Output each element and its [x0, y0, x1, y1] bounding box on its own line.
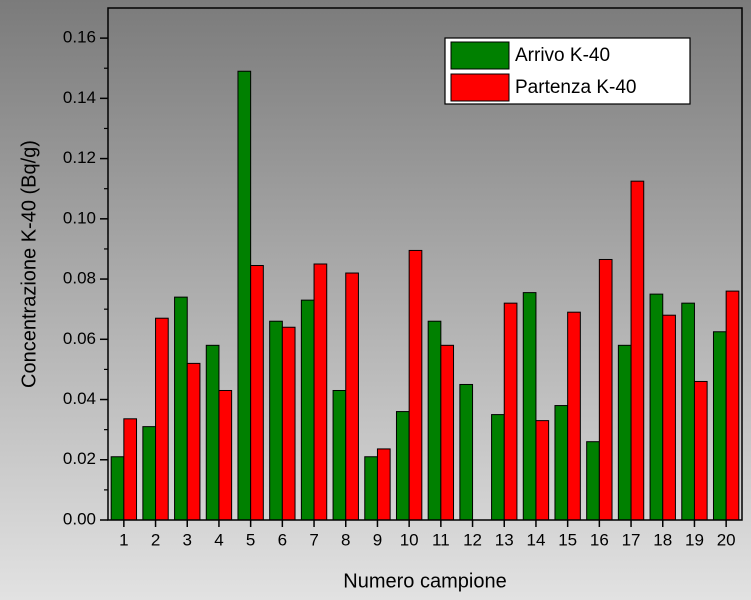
- y-tick-label: 0.10: [63, 208, 96, 227]
- bar: [693, 380, 708, 521]
- bar: [440, 344, 455, 521]
- y-tick-label: 0.16: [63, 28, 96, 47]
- plot-frame: [107, 7, 743, 521]
- bar: [725, 290, 740, 521]
- bar: [408, 249, 423, 521]
- bar: [218, 389, 233, 521]
- x-tick-label: 20: [717, 530, 736, 549]
- x-tick-label: 8: [341, 530, 350, 549]
- x-tick-label: 18: [653, 530, 672, 549]
- x-tick-label: 9: [373, 530, 382, 549]
- x-tick-label: 16: [590, 530, 609, 549]
- bar: [567, 311, 581, 521]
- x-tick-label: 6: [278, 530, 287, 549]
- bar: [662, 314, 676, 521]
- y-tick-label: 0.06: [63, 329, 96, 348]
- bar: [237, 70, 252, 521]
- bar: [186, 362, 201, 521]
- bar: [142, 426, 157, 521]
- x-tick-label: 17: [622, 530, 641, 549]
- y-tick-label: 0.12: [63, 148, 96, 167]
- bar: [535, 420, 550, 521]
- x-axis-title: Numero campione: [343, 570, 506, 592]
- bar: [427, 320, 442, 521]
- bar: [110, 456, 125, 521]
- legend-swatch: [450, 41, 510, 70]
- bar: [155, 317, 169, 521]
- bar: [300, 299, 315, 521]
- bar: [681, 302, 695, 521]
- legend-label: Arrivo K-40: [515, 45, 610, 66]
- bar: [712, 331, 727, 521]
- x-tick-label: 10: [400, 530, 419, 549]
- y-tick-label: 0.08: [63, 269, 96, 288]
- bar: [554, 405, 569, 521]
- bar: [376, 448, 391, 521]
- bar: [395, 411, 410, 521]
- bar: [649, 293, 664, 521]
- bar: [503, 302, 518, 521]
- bar: [250, 265, 264, 521]
- bar: [332, 389, 347, 521]
- x-tick-label: 5: [246, 530, 255, 549]
- x-tick-label: 19: [685, 530, 704, 549]
- x-tick-label: 11: [432, 530, 450, 549]
- x-tick-label: 2: [151, 530, 160, 549]
- y-tick-label: 0.04: [63, 389, 96, 408]
- x-tick-label: 14: [526, 530, 545, 549]
- bar: [364, 456, 378, 521]
- y-tick-label: 0.14: [63, 88, 96, 107]
- bar: [586, 441, 600, 521]
- x-tick-label: 1: [119, 530, 128, 549]
- bar: [313, 263, 328, 521]
- bar: [174, 296, 188, 521]
- bar: [269, 320, 283, 521]
- y-tick-label: 0.00: [63, 509, 96, 528]
- x-tick-label: 12: [463, 530, 482, 549]
- x-tick-label: 15: [558, 530, 577, 549]
- y-axis-title: Concentrazione K-40 (Bq/g): [18, 140, 40, 388]
- bar: [459, 383, 474, 521]
- x-tick-label: 7: [309, 530, 318, 549]
- legend-swatch: [450, 73, 510, 102]
- y-tick-label: 0.02: [63, 449, 96, 468]
- bar: [281, 326, 296, 521]
- bar: [345, 272, 359, 521]
- bar: [617, 344, 632, 521]
- bar: [205, 344, 220, 521]
- x-tick-label: 13: [495, 530, 514, 549]
- x-tick-label: 3: [183, 530, 192, 549]
- bar: [598, 258, 613, 521]
- bar: [630, 180, 645, 521]
- legend-label: Partenza K-40: [515, 77, 636, 98]
- x-tick-label: 4: [214, 530, 223, 549]
- bar: [123, 418, 138, 521]
- bar: [491, 414, 505, 521]
- bar: [522, 292, 537, 521]
